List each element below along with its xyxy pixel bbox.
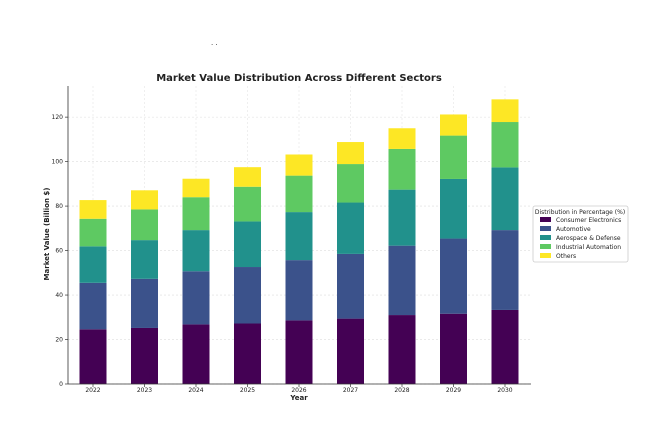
bar-segment-others-2027 [337,142,364,165]
y-axis-label: Market Value (Billion $) [43,188,51,281]
bar-segment-aerospace-defense-2023 [131,240,158,279]
legend-swatch [540,226,551,231]
legend-title: Distribution in Percentage (%) [535,209,625,216]
bar-segment-aerospace-defense-2029 [440,178,467,239]
bar-segment-aerospace-defense-2024 [182,230,210,272]
legend-box [532,205,629,263]
bar-segment-others-2029 [440,114,467,136]
legend-label: Others [556,253,576,260]
y-tick-label: 20 [55,337,63,344]
bar-segment-aerospace-defense-2022 [79,246,107,283]
bar-segment-automotive-2026 [285,260,313,321]
legend-swatch [540,217,551,222]
y-tick-label: 120 [52,114,64,121]
y-tick-label: 100 [52,159,64,166]
legend: Distribution in Percentage (%) Consumer … [532,205,629,263]
bar-segment-automotive-2025 [234,267,261,324]
legend-swatch [540,253,551,258]
bar-segment-consumer-electronics-2030 [491,309,519,384]
stray-mark: · · [211,41,218,49]
bar-segment-industrial-automation-2022 [79,218,107,247]
bar-segment-others-2026 [285,154,313,176]
x-tick-label: 2022 [85,387,100,394]
x-tick-label: 2028 [394,387,409,394]
bar-segment-others-2025 [234,167,261,187]
bar-segment-aerospace-defense-2025 [234,221,261,268]
x-tick-label: 2027 [343,387,358,394]
bar-segment-industrial-automation-2023 [131,209,158,241]
bar-segment-aerospace-defense-2030 [491,167,519,231]
x-tick-label: 2026 [291,387,306,394]
bar-segment-industrial-automation-2027 [337,164,364,203]
bar-segment-automotive-2030 [491,230,519,310]
legend-label: Aerospace & Defense [556,235,621,242]
legend-label: Consumer Electronics [556,217,621,224]
chart-title: Market Value Distribution Across Differe… [156,73,442,84]
y-tick-label: 40 [55,292,63,299]
bar-segment-consumer-electronics-2025 [234,323,261,384]
legend-swatch [540,244,551,249]
axes: 0 20 40 60 80 100 120 2022 2023 2024 2025 2026 2027 2… [52,86,531,394]
bar-segment-aerospace-defense-2026 [285,212,313,261]
x-axis-label: Year [289,394,308,402]
bar-segment-others-2023 [131,190,158,210]
bars [79,99,519,384]
legend-swatch [540,235,551,240]
bar-segment-industrial-automation-2028 [388,148,416,190]
x-tick-label: 2025 [240,387,255,394]
bar-segment-automotive-2029 [440,238,467,314]
y-tick-label: 0 [59,381,63,388]
bar-segment-industrial-automation-2026 [285,175,313,213]
bar-segment-others-2028 [388,128,416,149]
y-tick-label: 60 [55,248,63,255]
bar-segment-automotive-2027 [337,253,364,319]
bar-segment-aerospace-defense-2028 [388,189,416,246]
y-tick-label: 80 [55,203,63,210]
x-tick-label: 2024 [188,387,203,394]
bar-segment-others-2022 [79,200,107,219]
bar-segment-industrial-automation-2024 [182,197,210,231]
bar-segment-consumer-electronics-2023 [131,327,158,384]
bar-segment-others-2024 [182,178,210,198]
bar-segment-automotive-2024 [182,271,210,325]
bar-segment-consumer-electronics-2029 [440,313,467,384]
bar-segment-aerospace-defense-2027 [337,202,364,254]
x-tick-label: 2030 [497,387,512,394]
bar-segment-others-2030 [491,99,519,123]
bar-segment-industrial-automation-2029 [440,135,467,179]
bar-segment-consumer-electronics-2026 [285,320,313,384]
legend-label: Automotive [556,226,591,233]
bar-segment-automotive-2022 [79,282,107,330]
bar-segment-automotive-2023 [131,278,158,328]
bar-segment-consumer-electronics-2024 [182,324,210,384]
bar-segment-consumer-electronics-2022 [79,329,107,384]
bar-segment-automotive-2028 [388,245,416,316]
x-tick-label: 2023 [137,387,152,394]
x-tick-label: 2029 [446,387,461,394]
bar-segment-industrial-automation-2025 [234,186,261,222]
bar-segment-consumer-electronics-2027 [337,318,364,384]
bar-segment-industrial-automation-2030 [491,122,519,168]
legend-label: Industrial Automation [556,244,621,251]
bar-segment-consumer-electronics-2028 [388,315,416,384]
